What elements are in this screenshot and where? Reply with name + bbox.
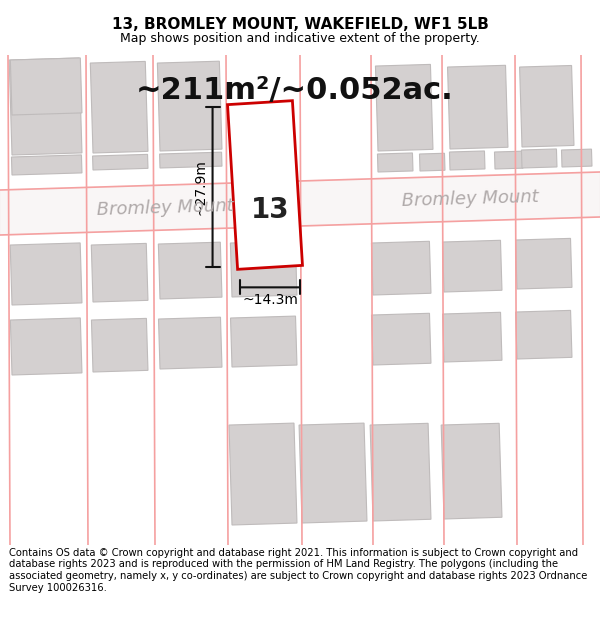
Bar xyxy=(10,58,82,115)
Text: Bromley Mount: Bromley Mount xyxy=(96,196,234,219)
Bar xyxy=(158,317,222,369)
Bar xyxy=(520,66,574,147)
Bar xyxy=(160,152,222,168)
Bar xyxy=(377,153,413,172)
Text: ~27.9m: ~27.9m xyxy=(194,159,208,215)
Bar xyxy=(230,316,297,367)
Bar xyxy=(562,149,592,167)
Bar xyxy=(229,423,297,525)
Bar xyxy=(158,242,222,299)
Text: ~211m²/~0.052ac.: ~211m²/~0.052ac. xyxy=(136,76,454,104)
Bar xyxy=(91,243,148,302)
Bar xyxy=(515,311,572,359)
Bar xyxy=(10,318,82,375)
Bar xyxy=(92,154,148,170)
Bar xyxy=(494,151,523,169)
Polygon shape xyxy=(0,172,600,235)
Bar xyxy=(441,423,502,519)
Bar xyxy=(449,151,485,170)
Bar xyxy=(443,240,502,292)
Text: Map shows position and indicative extent of the property.: Map shows position and indicative extent… xyxy=(120,32,480,45)
Bar xyxy=(9,58,82,155)
Bar xyxy=(10,243,82,305)
Bar xyxy=(299,423,367,523)
Bar xyxy=(91,61,148,153)
Bar xyxy=(371,313,431,365)
Text: 13: 13 xyxy=(251,196,289,224)
Bar xyxy=(515,238,572,289)
Text: 13, BROMLEY MOUNT, WAKEFIELD, WF1 5LB: 13, BROMLEY MOUNT, WAKEFIELD, WF1 5LB xyxy=(112,17,488,32)
Bar xyxy=(11,155,82,175)
Polygon shape xyxy=(227,101,302,269)
Bar xyxy=(448,65,508,149)
Bar xyxy=(230,241,297,297)
Bar xyxy=(91,318,148,372)
Bar xyxy=(157,61,222,151)
Bar xyxy=(370,423,431,521)
Text: Bromley Mount: Bromley Mount xyxy=(401,188,539,210)
Bar xyxy=(419,153,445,171)
Text: ~14.3m: ~14.3m xyxy=(242,293,298,308)
Bar xyxy=(371,241,431,295)
Text: Contains OS data © Crown copyright and database right 2021. This information is : Contains OS data © Crown copyright and d… xyxy=(9,548,587,592)
Bar xyxy=(521,149,557,168)
Bar xyxy=(376,64,433,151)
Bar xyxy=(443,312,502,362)
